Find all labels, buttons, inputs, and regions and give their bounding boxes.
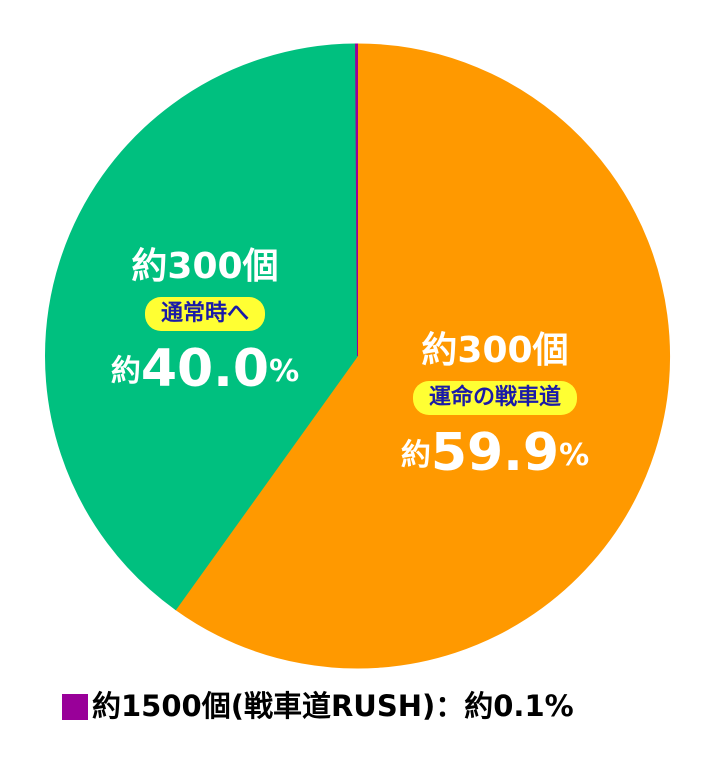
slice-value-label: 約59.9% bbox=[401, 423, 589, 483]
pie-slice bbox=[175, 43, 670, 669]
legend-swatch bbox=[62, 694, 88, 720]
slice-value-label: 約40.0% bbox=[111, 339, 299, 399]
pill bbox=[412, 381, 578, 415]
slice-count: 約300個 bbox=[131, 246, 278, 287]
pill bbox=[144, 297, 266, 331]
slice-count: 約300個 bbox=[421, 330, 568, 371]
legend-label: 約1500個(戦車道RUSH)：約0.1% bbox=[92, 689, 574, 723]
slice-name: 運命の戦車道 bbox=[429, 384, 561, 410]
slice-name: 通常時へ bbox=[161, 300, 249, 326]
slice-name-pill: 通常時へ bbox=[144, 297, 266, 331]
pie-slice bbox=[355, 43, 358, 357]
slice-name-pill: 運命の戦車道 bbox=[412, 381, 578, 415]
